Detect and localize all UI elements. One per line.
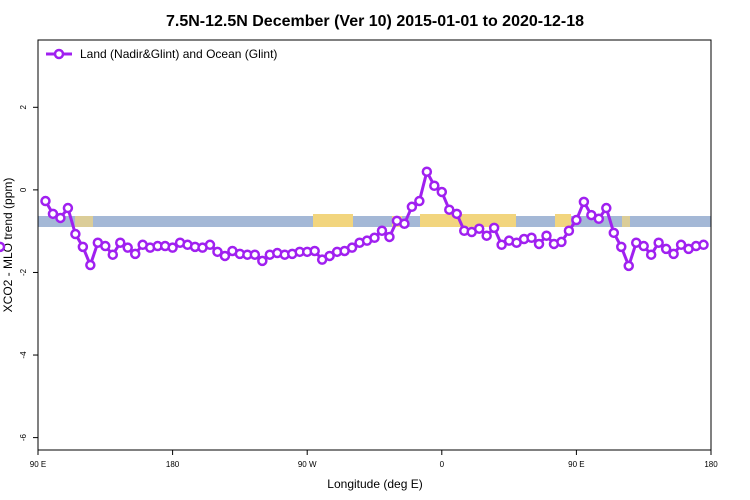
data-point	[414, 195, 425, 207]
data-point	[0, 241, 6, 253]
data-point	[601, 202, 612, 214]
data-point	[668, 248, 679, 260]
data-point	[40, 195, 51, 207]
land-patch	[313, 214, 353, 227]
data-point	[593, 213, 605, 225]
ocean-band	[38, 216, 711, 227]
data-point	[55, 212, 66, 224]
land-patch	[622, 216, 630, 227]
data-point	[167, 242, 178, 253]
x-axis-label: Longitude (deg E)	[327, 477, 422, 491]
x-tick-label: 0	[440, 460, 445, 469]
data-point	[249, 249, 261, 260]
data-point	[384, 231, 395, 243]
y-axis-label: XCO2 - MLO trend (ppm)	[1, 178, 15, 313]
y-tick-label: 2	[19, 105, 28, 110]
data-point	[473, 223, 485, 234]
data-point	[578, 196, 590, 208]
data-point	[324, 250, 335, 262]
data-point	[563, 225, 575, 237]
x-tick-label: 90 E	[30, 460, 46, 469]
data-point	[70, 228, 81, 240]
data-point	[309, 245, 320, 257]
data-point	[257, 255, 268, 267]
data-point	[571, 214, 582, 226]
y-tick-label: 0	[19, 187, 28, 192]
data-point	[47, 208, 59, 220]
data-point	[85, 259, 96, 271]
data-point	[526, 232, 537, 244]
data-point	[645, 249, 657, 260]
data-point	[653, 237, 664, 248]
data-point	[107, 249, 119, 260]
data-point	[376, 225, 388, 237]
y-tick-label: -6	[19, 434, 28, 442]
x-tick-label: 90 E	[568, 460, 584, 469]
data-point	[623, 260, 634, 272]
data-point	[429, 180, 440, 192]
data-point	[451, 208, 463, 220]
data-point	[541, 230, 552, 241]
legend-label: Land (Nadir&Glint) and Ocean (Glint)	[80, 47, 277, 61]
data-point	[616, 241, 627, 253]
data-point	[369, 232, 380, 244]
x-tick-label: 90 W	[298, 460, 317, 469]
data-point	[346, 242, 358, 253]
data-point	[122, 242, 133, 253]
x-tick-label: 180	[704, 460, 718, 469]
land-patch	[420, 214, 516, 227]
data-point	[406, 201, 418, 213]
data-point	[698, 239, 709, 251]
land-patch	[555, 214, 571, 227]
data-point	[219, 250, 231, 262]
data-point	[399, 218, 410, 229]
data-point	[436, 186, 448, 198]
plot-frame	[37, 39, 712, 451]
legend-marker	[53, 48, 65, 60]
x-tick-label: 180	[166, 460, 180, 469]
data-point	[100, 240, 111, 252]
data-point	[115, 237, 126, 248]
data-point	[556, 236, 567, 248]
data-point	[129, 248, 141, 260]
data-point	[62, 202, 74, 214]
data-point	[421, 166, 433, 177]
data-point	[481, 230, 492, 241]
data-point	[638, 240, 649, 252]
data-point	[444, 204, 455, 215]
data-point	[212, 246, 223, 258]
land-patch	[75, 216, 93, 227]
data-point	[488, 222, 500, 234]
data-point	[204, 239, 216, 251]
y-tick-label: -4	[19, 351, 28, 359]
chart-title: 7.5N-12.5N December (Ver 10) 2015-01-01 …	[166, 13, 584, 30]
data-point	[533, 238, 545, 250]
data-point	[496, 239, 507, 251]
data-point	[608, 227, 620, 239]
data-point	[660, 243, 672, 255]
data-point	[675, 239, 687, 251]
data-point	[77, 241, 89, 253]
y-tick-label: -2	[19, 268, 28, 276]
